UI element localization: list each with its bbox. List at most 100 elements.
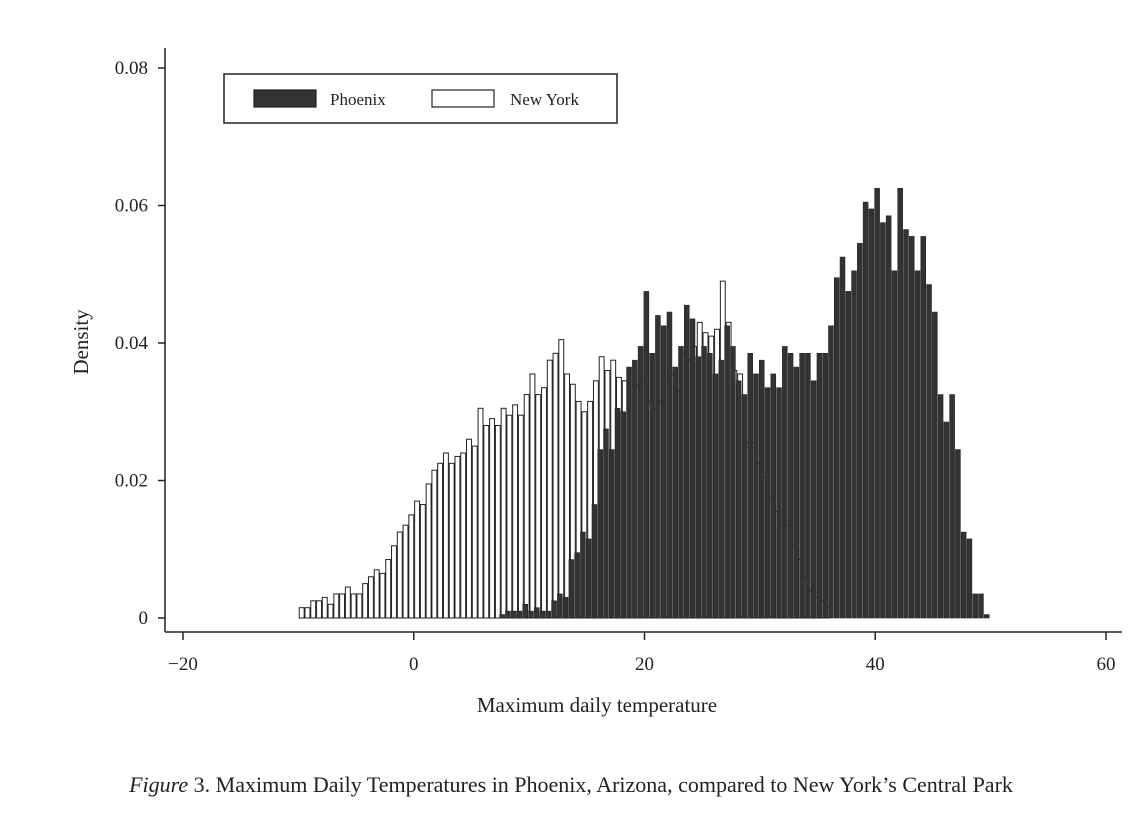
bar-phoenix — [983, 614, 990, 619]
bar-phoenix — [972, 593, 978, 619]
bar-phoenix — [937, 394, 944, 619]
bar-new-york — [298, 607, 305, 619]
bar-phoenix — [949, 394, 955, 619]
x-tick-label: 40 — [866, 654, 885, 675]
bar-new-york — [431, 469, 438, 619]
bar-phoenix — [551, 600, 557, 619]
bar-phoenix — [839, 256, 846, 619]
bar-phoenix — [747, 353, 753, 619]
bar-phoenix — [926, 284, 932, 619]
legend: Phoenix New York — [223, 73, 618, 124]
bar-phoenix — [707, 353, 713, 619]
bar-phoenix — [603, 428, 609, 619]
bar-phoenix — [712, 373, 719, 619]
bar-phoenix — [580, 531, 586, 619]
bar-phoenix — [510, 610, 517, 619]
bar-new-york — [558, 339, 565, 619]
bar-phoenix — [626, 366, 632, 619]
bar-phoenix — [735, 380, 742, 619]
bar-phoenix — [874, 188, 880, 619]
bar-new-york — [529, 373, 536, 619]
bar-new-york — [454, 455, 461, 619]
bar-new-york — [414, 500, 421, 619]
legend-label-new-york: New York — [510, 90, 579, 109]
bar-new-york — [442, 452, 449, 619]
bar-phoenix — [528, 610, 534, 619]
bar-new-york — [506, 414, 513, 619]
bar-phoenix — [914, 270, 921, 619]
bar-new-york — [552, 352, 559, 619]
bar-phoenix — [897, 188, 903, 619]
bar-phoenix — [845, 291, 852, 619]
bar-new-york — [471, 445, 478, 619]
x-tick-label: 60 — [1097, 654, 1116, 675]
legend-swatch-new-york — [431, 89, 495, 108]
x-tick-label: 0 — [409, 654, 419, 675]
bar-phoenix — [753, 373, 759, 619]
bar-phoenix — [660, 325, 667, 619]
bar-new-york — [373, 569, 380, 619]
bar-new-york — [500, 407, 507, 619]
bar-phoenix — [655, 315, 661, 619]
bar-phoenix — [614, 408, 621, 619]
bar-phoenix — [960, 531, 967, 619]
bar-new-york — [460, 452, 467, 619]
bar-new-york — [494, 425, 501, 619]
bar-new-york — [339, 593, 346, 619]
legend-label-phoenix: Phoenix — [330, 90, 386, 109]
bar-phoenix — [695, 356, 702, 619]
bar-phoenix — [574, 552, 580, 619]
bar-new-york — [448, 462, 455, 619]
bar-phoenix — [816, 353, 823, 619]
bar-new-york — [327, 603, 334, 619]
bar-phoenix — [943, 421, 950, 619]
bar-phoenix — [609, 449, 615, 619]
bar-new-york — [333, 593, 340, 619]
bar-phoenix — [920, 236, 927, 619]
bar-phoenix — [908, 236, 915, 619]
bar-phoenix — [770, 373, 777, 619]
bar-phoenix — [643, 291, 650, 619]
bar-new-york — [546, 359, 553, 619]
bar-phoenix — [649, 353, 655, 619]
bar-phoenix — [522, 603, 528, 619]
bar-phoenix — [828, 325, 834, 619]
bar-new-york — [425, 483, 432, 619]
bar-new-york — [385, 559, 392, 619]
bar-phoenix — [545, 610, 552, 619]
bar-new-york — [483, 425, 490, 619]
bar-phoenix — [903, 229, 909, 619]
bar-phoenix — [822, 353, 828, 619]
bar-new-york — [350, 593, 357, 619]
bar-phoenix — [891, 270, 898, 619]
bar-new-york — [321, 596, 328, 619]
bar-phoenix — [810, 380, 817, 619]
axes: 0 0.02 0.04 0.06 0.08 −20 0 20 40 60 — [115, 48, 1122, 675]
x-axis-title: Maximum daily temperature — [477, 693, 717, 717]
bar-new-york — [512, 404, 519, 619]
bar-new-york — [523, 394, 530, 619]
bar-new-york — [362, 583, 369, 619]
bar-phoenix — [637, 346, 644, 619]
bar-phoenix — [620, 411, 627, 619]
bar-phoenix — [782, 346, 788, 619]
bar-new-york — [517, 414, 524, 619]
bar-new-york — [367, 576, 374, 619]
bar-phoenix — [597, 449, 603, 619]
bar-phoenix — [978, 593, 984, 619]
bar-new-york — [304, 607, 311, 619]
bar-phoenix — [799, 353, 805, 619]
bar-phoenix — [758, 359, 765, 619]
bar-phoenix — [932, 311, 938, 619]
bar-phoenix — [862, 201, 869, 619]
bar-phoenix — [966, 538, 973, 619]
bar-new-york — [402, 524, 409, 619]
y-tick-label: 0.02 — [115, 471, 148, 492]
bar-phoenix — [562, 597, 569, 619]
y-tick-label: 0.06 — [115, 196, 148, 217]
x-tick-label: −20 — [168, 654, 198, 675]
bar-phoenix — [880, 222, 886, 619]
bar-new-york — [437, 462, 444, 619]
bar-phoenix — [730, 346, 736, 619]
